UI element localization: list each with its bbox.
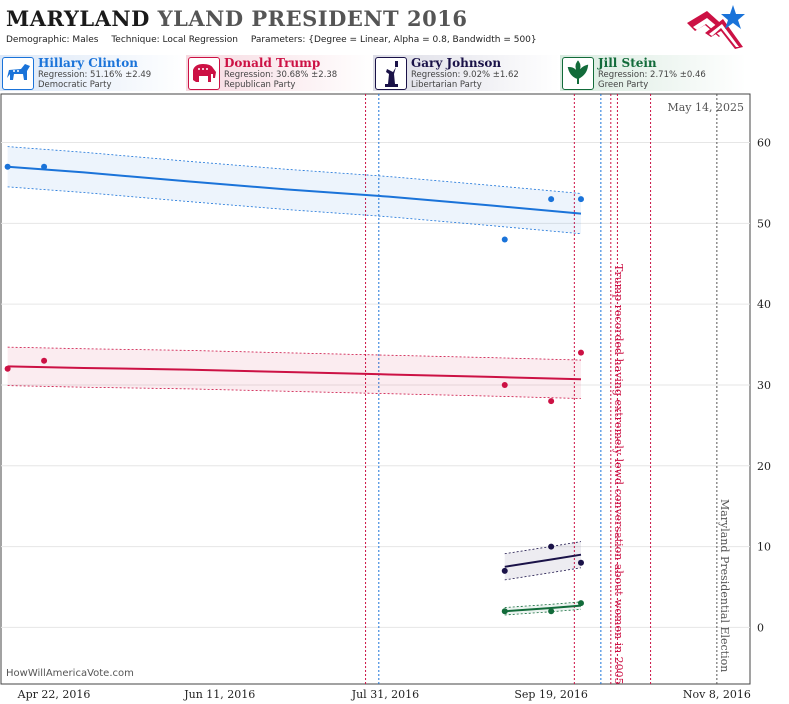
x-tick-label: Jun 11, 2016 [183,688,255,701]
x-tick-label: Sep 19, 2016 [514,688,588,701]
poll-point [501,567,508,574]
demographic-label: Demographic: Males [6,35,99,45]
plot-area [0,93,751,685]
regression-line [504,553,582,568]
band-lower [7,186,582,235]
poll-point [577,559,584,566]
legend-regression: Regression: 2.71% ±0.46 [598,70,706,80]
site-credit: HowWillAmericaVote.com [6,668,134,679]
legend-party: Republican Party [224,80,296,90]
poll-point [577,600,584,607]
legend-name: Jill Stein [598,56,657,70]
poll-point [548,608,555,615]
site-logo-icon [687,5,745,49]
y-tick-label: 60 [757,136,771,149]
title-rest: YLAND PRESIDENT 2016 [157,6,468,31]
legend-trump: Donald Trump Regression: 30.68% ±2.38 Re… [186,55,373,91]
event-label: Maryland Presidential Election [718,499,731,672]
legend-regression: Regression: 30.68% ±2.38 [224,70,338,80]
regression-line [7,165,582,215]
legend-party: Green Party [598,80,649,90]
leaf-icon [562,57,594,90]
y-tick-label: 40 [757,298,771,311]
poll-point [501,236,508,243]
poll-point [4,365,11,372]
poll-point [577,196,584,203]
x-tick-label: Nov 8, 2016 [683,688,751,701]
technique-label: Technique: Local Regression [111,35,238,45]
title-state: MARYLAND [6,6,150,31]
poll-point [548,543,555,550]
legend-party: Libertarian Party [411,80,482,90]
poll-point [548,196,555,203]
legend-stein: Jill Stein Regression: 2.71% ±0.46 Green… [560,55,746,91]
poll-point [4,163,11,170]
legend-clinton: Hillary Clinton Regression: 51.16% ±2.49… [0,55,186,91]
poll-point [501,381,508,388]
poll-point [548,398,555,405]
liberty-statue-icon [375,57,407,90]
event-label: Trump recorded having extremely lewd con… [612,264,625,685]
date-stamp: May 14, 2025 [667,101,744,114]
legend-name: Gary Johnson [411,56,502,70]
regression-line [504,604,582,613]
chart-parameters: Demographic: Males Technique: Local Regr… [6,35,547,45]
y-tick-label: 0 [757,621,764,634]
band-upper [7,146,582,194]
page-title: MARYLAND YLAND PRESIDENT 2016 [6,6,467,31]
legend-name: Hillary Clinton [38,56,138,70]
y-tick-label: 10 [757,541,771,554]
legend-johnson: Gary Johnson Regression: 9.02% ±1.62 Lib… [373,55,560,91]
band-upper [7,346,581,361]
legend-party: Democratic Party [38,80,112,90]
y-tick-label: 30 [757,379,771,392]
parameters-label: Parameters: {Degree = Linear, Alpha = 0.… [250,35,537,45]
poll-point [41,357,48,364]
poll-point [501,608,508,615]
band-lower [7,385,581,399]
regression-line [7,365,582,381]
legend-name: Donald Trump [224,56,321,70]
legend-regression: Regression: 51.16% ±2.49 [38,70,152,80]
legend-regression: Regression: 9.02% ±1.62 [411,70,519,80]
y-tick-label: 20 [757,460,771,473]
y-tick-label: 50 [757,217,771,230]
x-tick-label: Jul 31, 2016 [351,688,420,701]
poll-point [41,163,48,170]
elephant-icon [188,57,220,90]
donkey-icon [2,57,34,90]
poll-point [577,349,584,356]
x-tick-label: Apr 22, 2016 [17,688,91,701]
